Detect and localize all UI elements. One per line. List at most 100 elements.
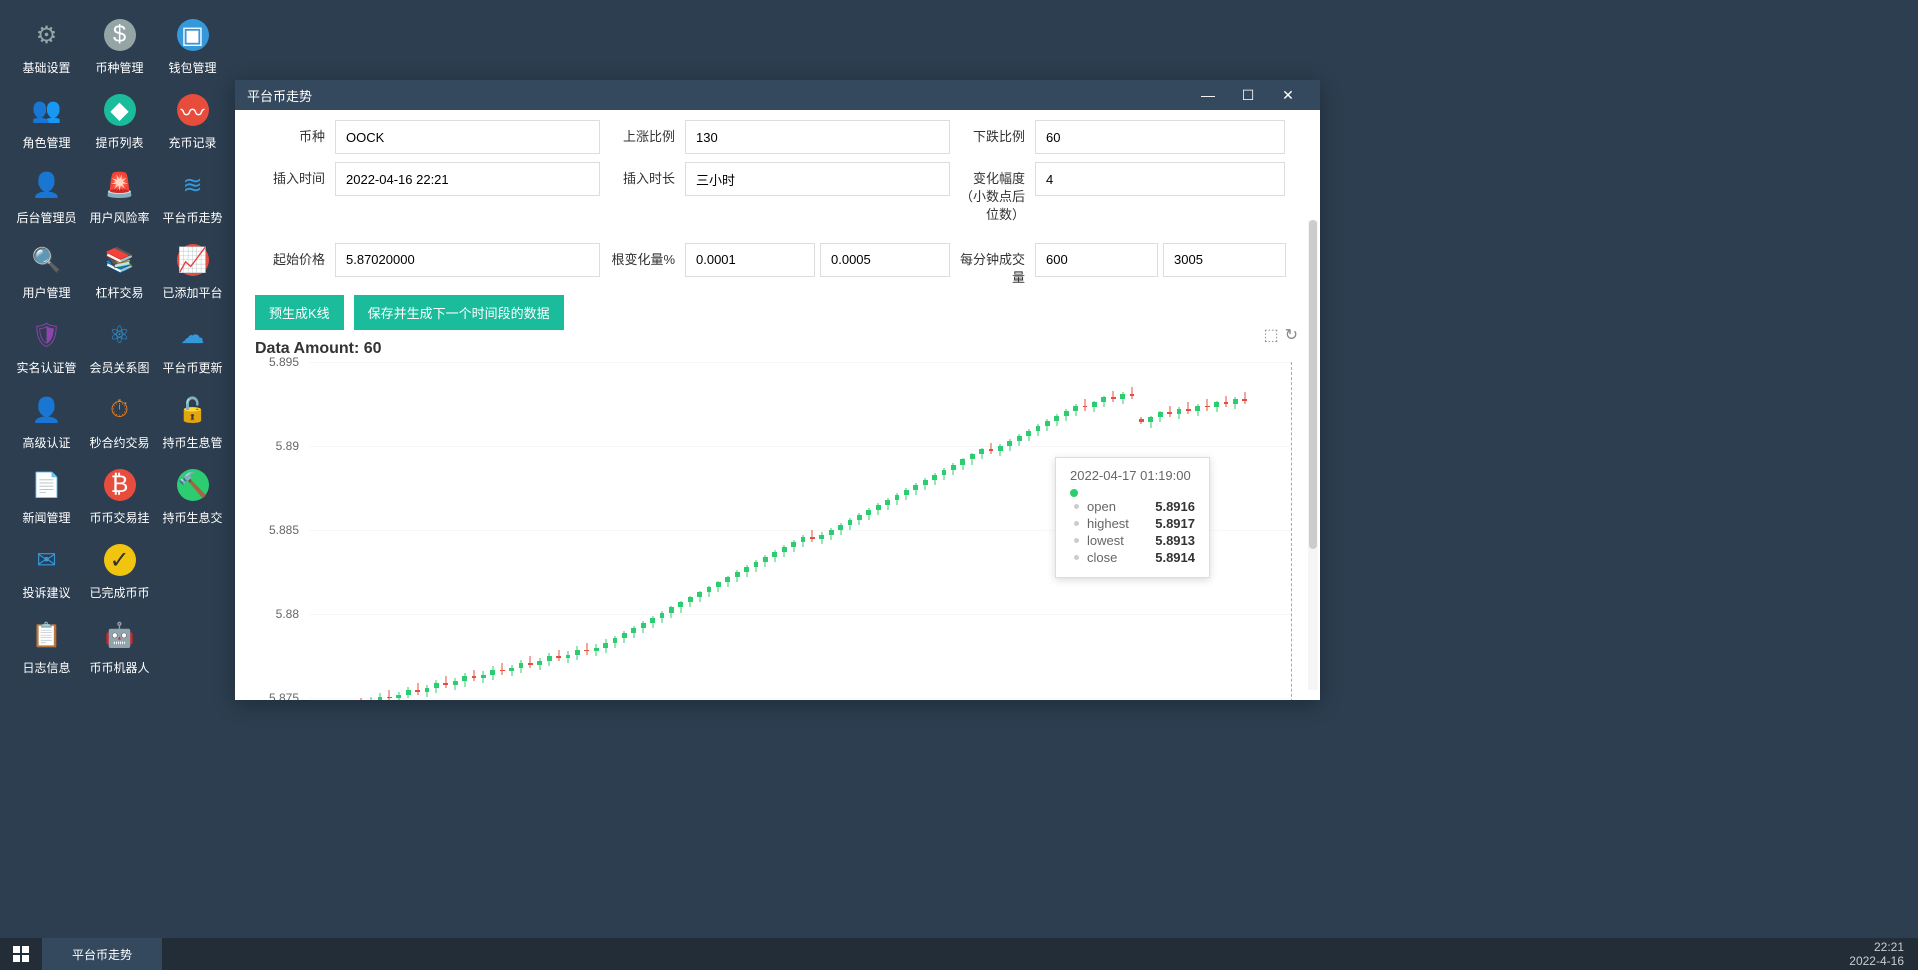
titlebar[interactable]: 平台币走势 — ☐ ✕ xyxy=(235,80,1320,110)
desktop-icon[interactable]: 📚杠杆交易 xyxy=(83,235,156,310)
desktop-icon[interactable]: 〰充币记录 xyxy=(156,85,229,160)
desktop-icon[interactable]: ⚙基础设置 xyxy=(10,10,83,85)
desktop-icon[interactable]: ⏱ 秒合约交易 xyxy=(83,385,156,460)
desktop-icon-label: 钱包管理 xyxy=(168,59,216,76)
app-icon: ✓ xyxy=(104,544,136,576)
desktop-icon[interactable]: 🚨用户风险率 xyxy=(83,160,156,235)
desktop-icon-label: 基础设置 xyxy=(22,59,70,76)
dur-label: 插入时长 xyxy=(600,162,685,188)
desktop-icon[interactable]: ⚛ 会员关系图 xyxy=(83,310,156,385)
tray-time: 22:21 xyxy=(1849,940,1904,954)
app-icon: 〰 xyxy=(177,94,209,126)
window-body: 币种 上涨比例 下跌比例 插入时间 插入时长 变化幅度（小数点后位数 xyxy=(235,110,1320,700)
app-icon: 👤 xyxy=(31,169,63,201)
window: 平台币走势 — ☐ ✕ 币种 上涨比例 下跌比例 插入时间 xyxy=(235,80,1320,700)
app-icon: 🔓 xyxy=(177,394,209,426)
desktop-icon-label: 高级认证 xyxy=(22,434,70,451)
taskbar-task[interactable]: 平台币走势 xyxy=(42,938,162,970)
desktop-icon-label: 持币生息管 xyxy=(162,434,222,451)
root-from-input[interactable] xyxy=(685,243,815,277)
desktop-icon[interactable]: 🔍用户管理 xyxy=(10,235,83,310)
coin-input[interactable] xyxy=(335,120,600,154)
desktop-icon[interactable]: 👥角色管理 xyxy=(10,85,83,160)
desktop-icon-label: 会员关系图 xyxy=(89,359,149,376)
desktop: ⚙基础设置$币种管理 ▣ 钱包管理 👥角色管理◆提币列表〰充币记录 👤后台管理员🚨用户风… xyxy=(10,10,230,685)
desktop-icon-label: 用户风险率 xyxy=(89,209,149,226)
desktop-icon[interactable]: 📄新闻管理 xyxy=(10,460,83,535)
close-icon[interactable]: ✕ xyxy=(1268,80,1308,110)
desktop-icon-label: 平台币更新 xyxy=(162,359,222,376)
chart-tool-icon[interactable]: ↻ xyxy=(1285,325,1298,345)
desktop-icon[interactable]: ✓ 已完成币币 xyxy=(83,535,156,610)
vol-from-input[interactable] xyxy=(1035,243,1158,277)
desktop-icon-label: 已添加平台 xyxy=(162,284,222,301)
desktop-icon[interactable]: ☁平台币更新 xyxy=(156,310,229,385)
desktop-icon[interactable]: 🔨持币生息交 xyxy=(156,460,229,535)
tray-date: 2022-4-16 xyxy=(1849,954,1904,968)
chg-label: 变化幅度（小数点后位数） xyxy=(950,162,1035,225)
tooltip-row: lowest5.8913 xyxy=(1070,533,1195,548)
start-label: 起始价格 xyxy=(255,243,335,269)
app-icon: 👤 xyxy=(31,394,63,426)
up-input[interactable] xyxy=(685,120,950,154)
time-label: 插入时间 xyxy=(255,162,335,188)
app-icon: ≋ xyxy=(177,169,209,201)
down-input[interactable] xyxy=(1035,120,1285,154)
app-icon: 📈 xyxy=(177,244,209,276)
desktop-icon[interactable]: ✉ 投诉建议 xyxy=(10,535,83,610)
desktop-icon[interactable]: 📈 已添加平台 xyxy=(156,235,229,310)
desktop-icon[interactable]: $币种管理 xyxy=(83,10,156,85)
start-input[interactable] xyxy=(335,243,600,277)
desktop-icon[interactable]: 👤 高级认证 xyxy=(10,385,83,460)
desktop-icon-label: 新闻管理 xyxy=(22,509,70,526)
maximize-icon[interactable]: ☐ xyxy=(1228,80,1268,110)
taskbar: 平台币走势 22:21 2022-4-16 xyxy=(0,938,1918,970)
vol-to-input[interactable] xyxy=(1163,243,1286,277)
root-to-input[interactable] xyxy=(820,243,950,277)
start-button[interactable] xyxy=(0,938,42,970)
desktop-icon[interactable]: ▣ 钱包管理 xyxy=(156,10,229,85)
tooltip-row: open5.8916 xyxy=(1070,499,1195,514)
chart: 5.8955.895.8855.885.875 2022-04-17 01:19… xyxy=(255,362,1300,700)
desktop-icon-label: 持币生息交 xyxy=(162,509,222,526)
desktop-icon-label: 实名认证管 xyxy=(16,359,76,376)
window-title: 平台币走势 xyxy=(247,86,1188,105)
app-icon: ✉ xyxy=(31,544,63,576)
down-label: 下跌比例 xyxy=(950,120,1035,146)
desktop-icon[interactable]: 👤后台管理员 xyxy=(10,160,83,235)
chg-input[interactable] xyxy=(1035,162,1285,196)
dur-input[interactable] xyxy=(685,162,950,196)
system-tray[interactable]: 22:21 2022-4-16 xyxy=(1835,940,1918,969)
chart-toolbar: ⬚ ↻ xyxy=(1263,325,1298,345)
chart-title: Data Amount: 60 xyxy=(255,340,1300,358)
y-axis-label: 5.875 xyxy=(255,691,299,700)
desktop-icon-label: 已完成币币 xyxy=(89,584,149,601)
desktop-icon[interactable]: ≋平台币走势 xyxy=(156,160,229,235)
app-icon: ▣ xyxy=(177,19,209,51)
chart-tool-icon[interactable]: ⬚ xyxy=(1263,325,1278,345)
y-axis-label: 5.895 xyxy=(255,355,299,369)
desktop-icon-label: 杠杆交易 xyxy=(95,284,143,301)
scrollbar[interactable] xyxy=(1308,220,1318,690)
app-icon: ⚛ xyxy=(104,319,136,351)
app-icon: 👥 xyxy=(31,94,63,126)
minimize-icon[interactable]: — xyxy=(1188,80,1228,110)
tooltip-row: close5.8914 xyxy=(1070,550,1195,565)
app-icon: ⏱ xyxy=(104,394,136,426)
y-axis-label: 5.88 xyxy=(255,607,299,621)
desktop-icon-label: 币币机器人 xyxy=(89,659,149,676)
up-label: 上涨比例 xyxy=(600,120,685,146)
desktop-icon[interactable]: ◆提币列表 xyxy=(83,85,156,160)
time-input[interactable] xyxy=(335,162,600,196)
desktop-icon[interactable]: 🤖 币币机器人 xyxy=(83,610,156,685)
app-icon: 🤖 xyxy=(104,619,136,651)
desktop-icon[interactable]: ₿币币交易挂 xyxy=(83,460,156,535)
desktop-icon[interactable]: 📋日志信息 xyxy=(10,610,83,685)
desktop-icon-label: 秒合约交易 xyxy=(89,434,149,451)
save-button[interactable]: 保存并生成下一个时间段的数据 xyxy=(354,295,564,330)
app-icon: 🛡 xyxy=(31,319,63,351)
desktop-icon[interactable]: 🔓 持币生息管 xyxy=(156,385,229,460)
desktop-icon-label: 投诉建议 xyxy=(22,584,70,601)
generate-button[interactable]: 预生成K线 xyxy=(255,295,344,330)
desktop-icon[interactable]: 🛡 实名认证管 xyxy=(10,310,83,385)
